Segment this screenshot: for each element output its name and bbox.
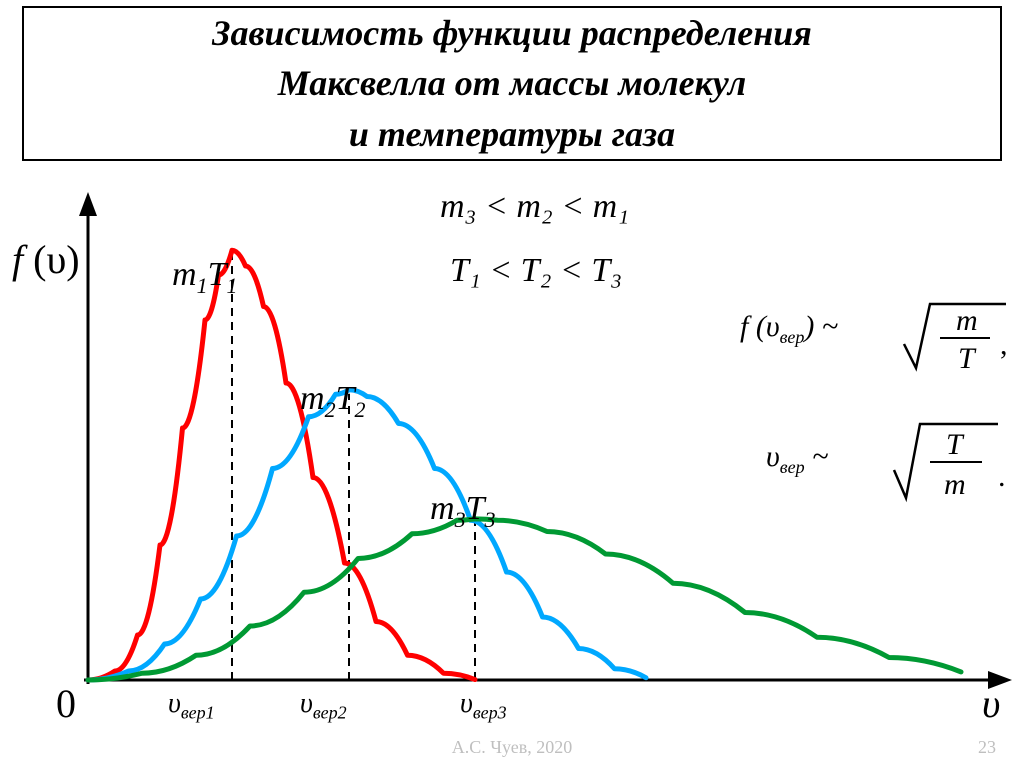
title-box: Зависимость функции распределения Максве…: [22, 6, 1002, 161]
c3-m-sub: 3: [455, 507, 466, 532]
title-line-2: Максвелла от массы молекул: [24, 58, 1000, 108]
c1-m-sub: 1: [197, 273, 208, 298]
footer-author: А.С. Чуев, 2020: [0, 737, 1024, 758]
y-axis-arg: (υ): [33, 237, 79, 282]
c1-m: m: [172, 256, 197, 293]
origin-label: 0: [56, 680, 76, 727]
tick-v3: υвер3: [460, 688, 507, 724]
title-line-1: Зависимость функции распределения: [24, 8, 1000, 58]
v1-sub: вер1: [181, 703, 215, 723]
x-axis-label: υ: [982, 680, 1000, 727]
curve2-label: m2T2: [300, 380, 365, 423]
c2-m: m: [300, 380, 325, 417]
tick-v1: υвер1: [168, 688, 215, 724]
footer-page-number: 23: [978, 737, 996, 758]
y-axis-label: f (υ): [12, 236, 80, 283]
c1-T: T: [208, 256, 227, 293]
v3-pref: υ: [460, 688, 473, 719]
page: Зависимость функции распределения Максве…: [0, 0, 1024, 768]
title-line-3: и температуры газа: [24, 109, 1000, 159]
c2-T-sub: 2: [354, 397, 365, 422]
c3-m: m: [430, 490, 455, 527]
curve3-label: m3T3: [430, 490, 495, 533]
y-axis-f: f: [12, 237, 33, 282]
c3-T: T: [466, 490, 485, 527]
v2-pref: υ: [300, 688, 313, 719]
tick-v2: υвер2: [300, 688, 347, 724]
chart-svg: [8, 180, 1018, 740]
c3-T-sub: 3: [484, 507, 495, 532]
v3-sub: вер3: [473, 703, 507, 723]
chart: [8, 180, 1018, 740]
c2-T: T: [336, 380, 355, 417]
v2-sub: вер2: [313, 703, 347, 723]
c1-T-sub: 1: [226, 273, 237, 298]
v1-pref: υ: [168, 688, 181, 719]
c2-m-sub: 2: [325, 397, 336, 422]
curve1-label: m1T1: [172, 256, 237, 299]
